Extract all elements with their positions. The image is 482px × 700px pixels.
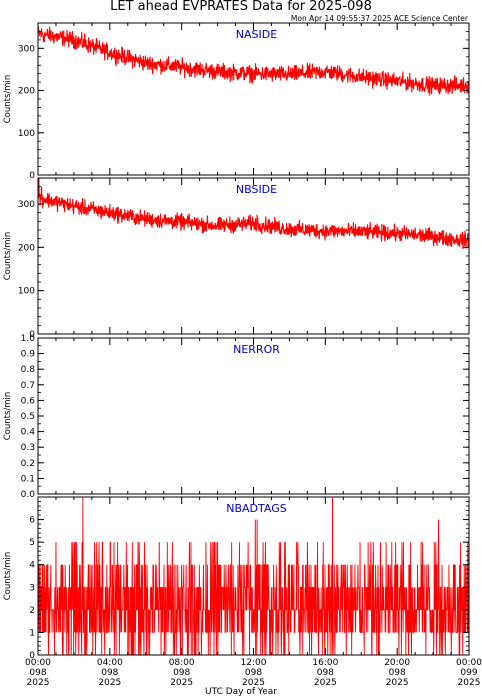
panel-naside-label: NASIDE (236, 28, 277, 41)
panel-naside-series-line (37, 26, 470, 96)
xtick-label: 12:00 (241, 658, 267, 668)
xtick-label: 099 (460, 668, 477, 678)
panel-nbadtags-ytick-label: 5 (29, 538, 35, 548)
xtick-label: 16:00 (312, 658, 338, 668)
panel-naside-ytick-label: 0 (29, 171, 35, 181)
panel-nerror-ytick-label: 0.4 (21, 428, 36, 438)
panel-nerror-frame (37, 337, 470, 495)
xtick-label: 098 (29, 668, 46, 678)
panel-nerror-ytick-label: 0.0 (21, 490, 36, 500)
panel-nerror-label: NERROR (233, 343, 280, 356)
panel-naside-ytick-label: 100 (18, 129, 35, 139)
panel-nbside-ytick-label: 0 (29, 330, 35, 340)
panel-nerror-ytick-label: 0.8 (21, 365, 36, 375)
xtick-label: 098 (101, 668, 118, 678)
xtick-label: 2025 (98, 678, 121, 688)
xtick-label: 2025 (242, 678, 265, 688)
panel-nbadtags-ytick-label: 4 (29, 561, 35, 571)
xtick-label: 2025 (170, 678, 193, 688)
xtick-label: 098 (245, 668, 262, 678)
xtick-label: 08:00 (169, 658, 195, 668)
panel-nbadtags-ytick-label: 0 (29, 651, 35, 661)
generation-timestamp: Mon Apr 14 09:55:37 2025 ACE Science Cen… (290, 14, 468, 23)
panel-nbadtags-ytick-label: 3 (29, 583, 35, 593)
xtick-label: 04:00 (97, 658, 123, 668)
panel-nbside-label: NBSIDE (236, 183, 277, 196)
panel-nerror-ylabel: Counts/min (3, 392, 13, 441)
panel-nerror-ytick-label: 0.5 (21, 412, 35, 422)
panel-nbadtags-ytick-label: 2 (29, 606, 35, 616)
panel-nbside-ytick-label: 100 (18, 287, 35, 297)
xtick-label: 00:00 (456, 658, 482, 668)
panel-nerror-ytick-label: 0.9 (21, 350, 36, 360)
x-axis-title: UTC Day of Year (205, 687, 277, 697)
panel-nerror-ytick-label: 0.2 (21, 459, 35, 469)
panel-nbadtags-ylabel: Counts/min (3, 552, 13, 601)
panel-nbadtags-label: NBADTAGS (226, 502, 286, 515)
panel-nerror-ytick-label: 0.1 (21, 474, 35, 484)
page-title: LET ahead EVPRATES Data for 2025-098 (110, 0, 372, 14)
panel-nbside-series-line (37, 177, 470, 249)
xtick-label: 00:00 (25, 658, 51, 668)
panel-nbadtags-ytick-label: 6 (29, 516, 35, 526)
panel-nbside-ylabel: Counts/min (3, 232, 13, 281)
xtick-label: 2025 (314, 678, 337, 688)
xtick-label: 2025 (458, 678, 481, 688)
panel-nerror-ytick-label: 0.3 (21, 443, 35, 453)
panel-nbside-ytick-label: 200 (18, 243, 35, 253)
xtick-label: 2025 (386, 678, 409, 688)
panel-naside-ytick-label: 300 (18, 44, 35, 54)
xtick-label: 098 (317, 668, 334, 678)
panel-nerror-ytick-label: 0.6 (21, 396, 36, 406)
xtick-label: 098 (389, 668, 406, 678)
xtick-label: 20:00 (384, 658, 410, 668)
panel-nerror-ytick-label: 1.0 (21, 334, 36, 344)
panel-nerror-ytick-label: 0.7 (21, 381, 35, 391)
panel-nbadtags-ytick-label: 1 (29, 628, 35, 638)
xtick-label: 2025 (27, 678, 50, 688)
panel-naside-ylabel: Counts/min (3, 75, 13, 124)
xtick-label: 098 (173, 668, 190, 678)
panel-nbside-ytick-label: 300 (18, 200, 35, 210)
panel-nbadtags-series-line (37, 496, 470, 656)
panel-naside-ytick-label: 200 (18, 87, 35, 97)
panel-nbside-frame (37, 177, 470, 335)
